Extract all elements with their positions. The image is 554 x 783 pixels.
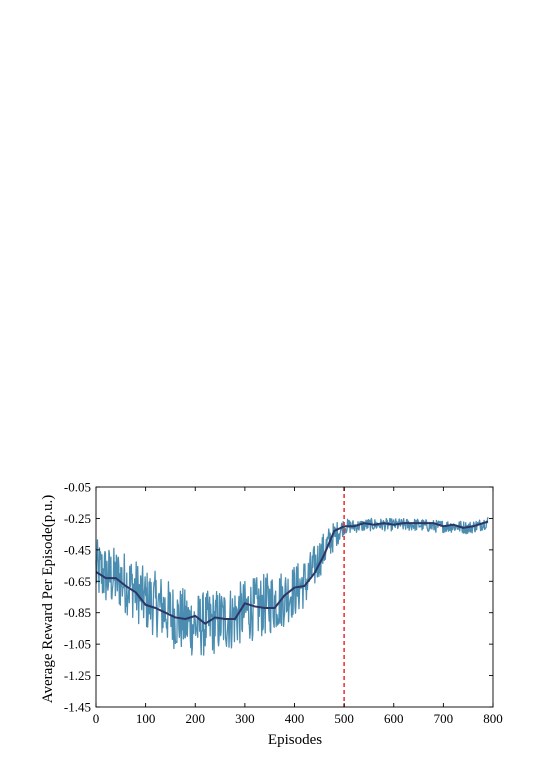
x-tick-label: 800 — [483, 711, 503, 726]
y-tick-label: -1.45 — [64, 700, 91, 715]
y-tick-label: -1.25 — [64, 668, 91, 683]
y-tick-label: -0.65 — [64, 574, 91, 589]
x-tick-label: 300 — [235, 711, 255, 726]
axes: 0 100 200 300 400 500 600 700 800 -0.05 -0.25 -0.45… — [64, 480, 503, 727]
y-tick-label: -0.25 — [64, 511, 91, 526]
y-tick-label: -0.45 — [64, 542, 91, 557]
x-tick-label: 600 — [384, 711, 404, 726]
x-tick-label: 0 — [93, 711, 100, 726]
y-axis-label: Average Reward Per Episode(p.u.) — [40, 495, 56, 703]
smoothed-reward-series — [95, 520, 489, 625]
y-tick-label: -1.05 — [64, 637, 91, 652]
x-tick-label: 500 — [334, 711, 354, 726]
raw-reward-line — [95, 516, 489, 656]
y-tick-label: -0.05 — [64, 480, 91, 495]
x-axis-label: Episodes — [268, 732, 322, 748]
x-tick-label: 700 — [434, 711, 454, 726]
raw-reward-series — [95, 516, 489, 656]
x-tick-label: 200 — [186, 711, 206, 726]
y-tick-label: -0.85 — [64, 605, 91, 620]
x-tick-label: 400 — [285, 711, 305, 726]
x-tick-label: 100 — [136, 711, 156, 726]
smoothed-reward-line — [95, 520, 489, 625]
